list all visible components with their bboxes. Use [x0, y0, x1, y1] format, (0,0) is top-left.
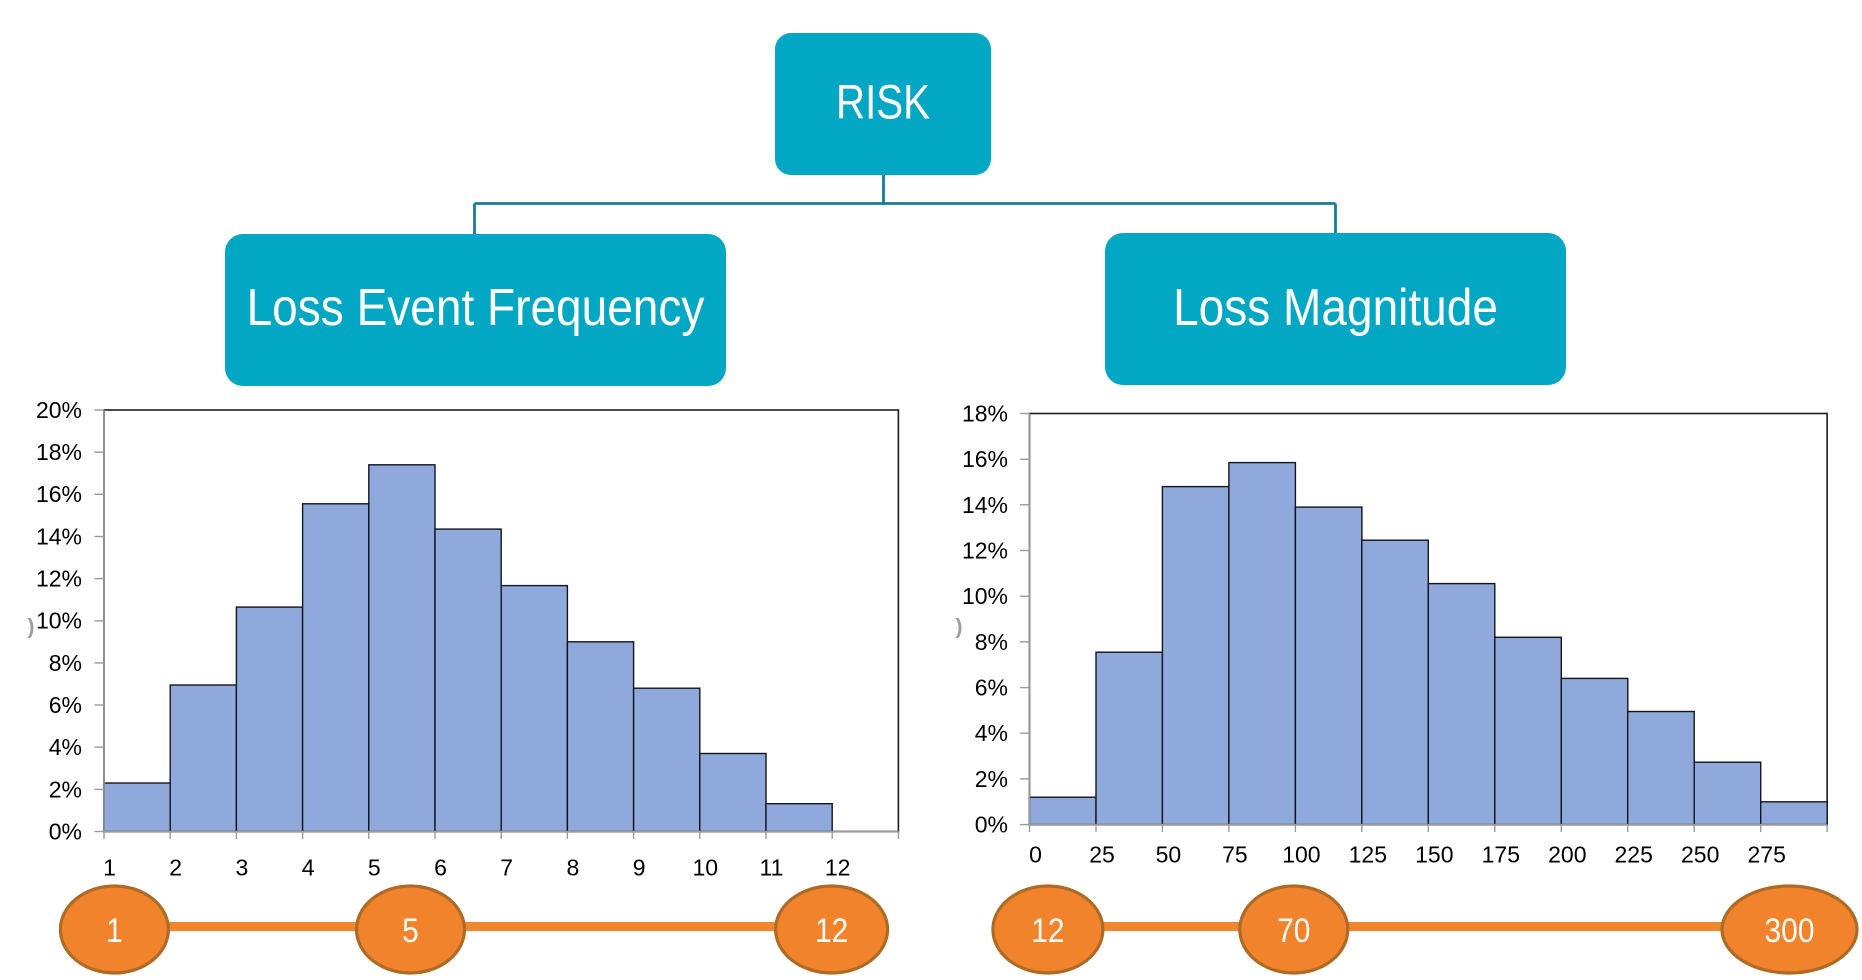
- svg-text:275: 275: [1748, 841, 1786, 867]
- svg-text:25: 25: [1089, 841, 1115, 867]
- svg-text:2: 2: [169, 854, 182, 880]
- svg-text:8%: 8%: [49, 650, 82, 676]
- svg-text:2%: 2%: [49, 776, 82, 802]
- svg-text:): ): [28, 616, 35, 639]
- svg-text:5: 5: [368, 854, 381, 880]
- svg-text:): ): [956, 616, 963, 639]
- svg-text:6%: 6%: [49, 692, 82, 718]
- svg-text:150: 150: [1415, 841, 1453, 867]
- svg-text:4%: 4%: [975, 720, 1008, 746]
- svg-text:0: 0: [1029, 841, 1042, 867]
- svg-text:70: 70: [1277, 911, 1310, 949]
- svg-text:2%: 2%: [975, 766, 1008, 792]
- svg-text:200: 200: [1548, 841, 1586, 867]
- svg-text:6: 6: [434, 854, 447, 880]
- svg-text:10: 10: [693, 854, 719, 880]
- svg-text:300: 300: [1765, 911, 1815, 949]
- svg-text:10%: 10%: [962, 583, 1008, 609]
- svg-text:0%: 0%: [975, 812, 1008, 838]
- svg-text:8%: 8%: [975, 629, 1008, 655]
- svg-text:3: 3: [236, 854, 249, 880]
- svg-text:12%: 12%: [36, 566, 82, 592]
- svg-text:12: 12: [1031, 911, 1064, 949]
- svg-text:14%: 14%: [36, 523, 82, 549]
- svg-text:225: 225: [1615, 841, 1653, 867]
- svg-text:12%: 12%: [962, 538, 1008, 564]
- svg-text:16%: 16%: [36, 481, 82, 507]
- svg-text:1: 1: [103, 854, 116, 880]
- svg-text:16%: 16%: [962, 446, 1008, 472]
- svg-text:12: 12: [815, 911, 848, 949]
- svg-text:RISK: RISK: [836, 76, 930, 129]
- svg-text:250: 250: [1681, 841, 1719, 867]
- svg-text:4%: 4%: [49, 734, 82, 760]
- svg-text:125: 125: [1349, 841, 1387, 867]
- svg-text:0%: 0%: [49, 818, 82, 844]
- svg-text:20%: 20%: [36, 397, 82, 423]
- svg-text:175: 175: [1482, 841, 1520, 867]
- svg-text:18%: 18%: [962, 400, 1008, 426]
- svg-text:1: 1: [106, 911, 123, 949]
- svg-text:Loss Magnitude: Loss Magnitude: [1173, 279, 1498, 336]
- svg-text:6%: 6%: [975, 675, 1008, 701]
- svg-text:11: 11: [760, 854, 784, 880]
- svg-text:14%: 14%: [962, 492, 1008, 518]
- svg-text:75: 75: [1222, 841, 1248, 867]
- svg-text:100: 100: [1282, 841, 1320, 867]
- svg-text:12: 12: [825, 854, 851, 880]
- svg-text:9: 9: [633, 854, 646, 880]
- svg-text:Loss Event Frequency: Loss Event Frequency: [247, 279, 705, 336]
- svg-text:4: 4: [302, 854, 315, 880]
- svg-text:8: 8: [567, 854, 580, 880]
- svg-text:7: 7: [500, 854, 513, 880]
- svg-text:5: 5: [402, 911, 419, 949]
- svg-text:50: 50: [1156, 841, 1182, 867]
- svg-text:18%: 18%: [36, 439, 82, 465]
- svg-text:10%: 10%: [36, 608, 82, 634]
